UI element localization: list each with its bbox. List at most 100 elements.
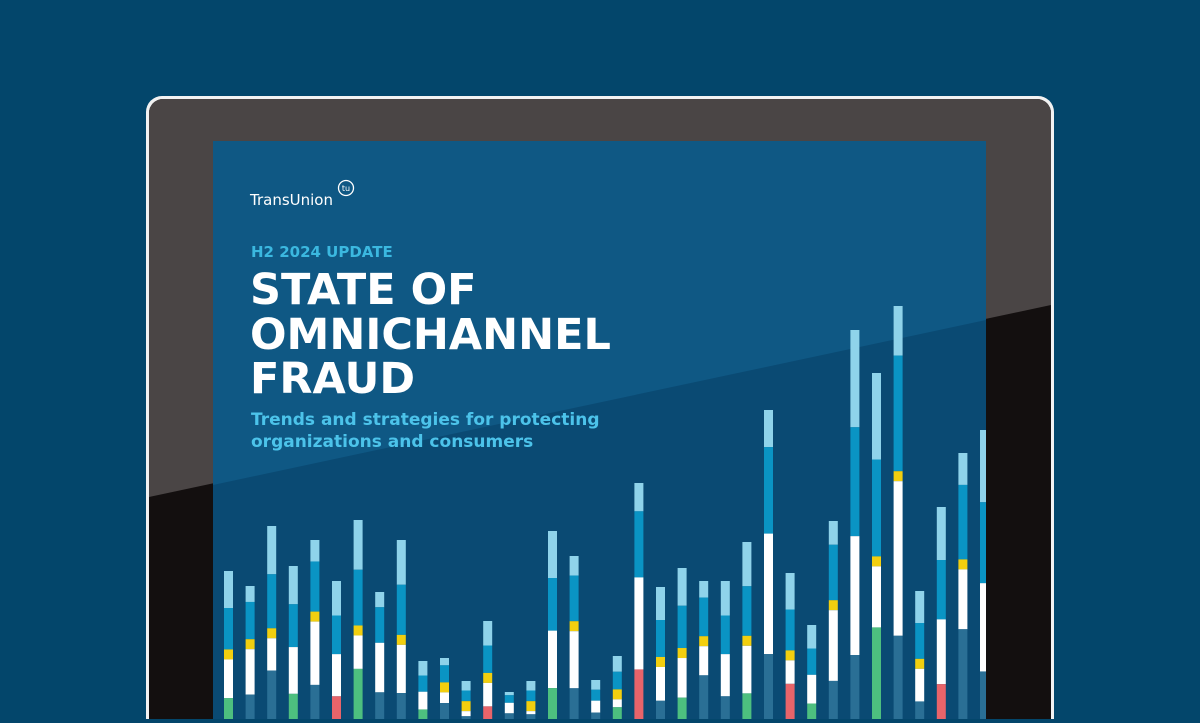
title-line: FRAUD	[250, 354, 415, 404]
bar-segment	[461, 711, 471, 717]
bar-segment	[526, 690, 536, 702]
bar-segment	[980, 430, 986, 503]
screen	[213, 141, 986, 719]
bar-segment	[353, 520, 363, 570]
bar-segment	[634, 669, 644, 719]
bar-segment	[461, 681, 471, 691]
bar-segment	[720, 615, 730, 655]
bar-segment	[375, 692, 385, 719]
bar-segment	[807, 625, 817, 649]
bar-segment	[483, 621, 493, 646]
bar-segment	[958, 629, 968, 719]
bar-segment	[872, 373, 881, 460]
bar-segment	[656, 620, 665, 657]
bar-segment	[526, 681, 536, 691]
bar-segment	[656, 666, 665, 701]
bar-segment	[742, 635, 752, 646]
bar-segment	[764, 447, 773, 534]
bar-segment	[418, 675, 428, 692]
bar-segment	[569, 631, 579, 689]
bar-segment	[548, 531, 557, 578]
bar-segment	[353, 569, 363, 626]
bar-segment	[915, 668, 925, 702]
eyebrow: H2 2024 UPDATE	[251, 243, 393, 261]
bar-segment	[332, 581, 341, 616]
screen-reflection	[213, 141, 986, 485]
bar-segment	[483, 672, 493, 683]
bar-segment	[569, 688, 579, 719]
bar-segment	[915, 701, 925, 719]
bar-segment	[310, 561, 320, 612]
bar-segment	[699, 675, 709, 719]
bar-segment	[440, 665, 449, 683]
bar-segment	[980, 671, 986, 719]
bar-segment	[224, 571, 233, 608]
bar-segment	[893, 471, 903, 482]
bar-segment	[569, 621, 579, 632]
bar-segment	[634, 511, 644, 578]
bar-segment	[310, 540, 320, 562]
bar-segment	[893, 481, 903, 636]
bar-segment	[224, 659, 233, 699]
bar-segment	[828, 680, 838, 719]
bar-segment	[785, 609, 795, 651]
bar-segment	[850, 655, 860, 719]
bar-segment	[742, 693, 752, 719]
bar-segment	[936, 684, 946, 719]
bar-segment	[483, 645, 493, 673]
bar-segment	[461, 716, 471, 719]
bar-segment	[440, 682, 449, 693]
bar-segment	[785, 683, 795, 719]
bar-segment	[720, 696, 730, 719]
bar-segment	[245, 639, 255, 650]
bar-segment	[656, 700, 665, 719]
bar-segment	[785, 573, 795, 610]
bar-segment	[396, 634, 406, 645]
bar-segment	[742, 586, 752, 636]
bar-segment	[980, 583, 986, 672]
bar-segment	[440, 658, 449, 666]
bar-segment	[548, 688, 557, 719]
bar-segment	[440, 703, 449, 719]
bar-segment	[828, 544, 838, 601]
bar-segment	[504, 702, 514, 714]
bar-segment	[699, 636, 709, 647]
bar-segment	[720, 654, 730, 697]
bar-segment	[612, 656, 622, 672]
bar-segment	[915, 591, 925, 623]
bar-segment	[288, 647, 298, 694]
bar-segment	[915, 658, 925, 669]
bar-segment	[548, 578, 557, 631]
bar-segment	[958, 453, 968, 485]
bar-segment	[828, 610, 838, 681]
bar-segment	[742, 645, 752, 694]
bar-segment	[245, 586, 255, 602]
bar-segment	[742, 542, 752, 587]
bar-segment	[656, 587, 665, 620]
bar-segment	[893, 306, 903, 356]
bar-segment	[353, 625, 363, 636]
bar-segment	[828, 600, 838, 611]
bar-segment	[634, 483, 644, 512]
bar-segment	[677, 658, 687, 698]
bar-segment	[764, 533, 773, 655]
bar-segment	[677, 568, 687, 606]
subtitle-line: Trends and strategies for protecting	[251, 410, 600, 430]
bar-segment	[699, 597, 709, 637]
bar-segment	[332, 615, 341, 655]
bar-segment	[504, 692, 514, 696]
bar-segment	[375, 607, 385, 643]
bar-segment	[850, 330, 860, 428]
bar-segment	[483, 706, 493, 719]
bar-segment	[267, 574, 277, 629]
decorative-bars	[224, 306, 986, 719]
bar-segment	[526, 701, 536, 712]
bar-segment	[288, 693, 298, 719]
bar-segment	[958, 559, 968, 570]
bar-segment	[288, 604, 298, 648]
bar-segment	[785, 650, 795, 661]
bar-segment	[677, 605, 687, 649]
bar-segment	[461, 701, 471, 712]
